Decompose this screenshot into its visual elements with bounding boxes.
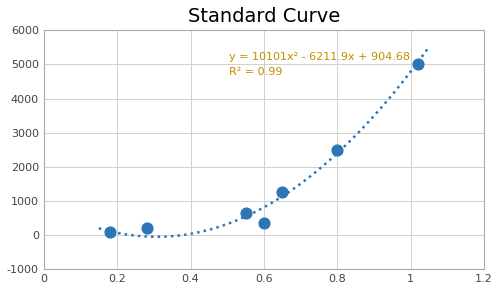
Text: y = 10101x² - 6211.9x + 904.68
R² = 0.99: y = 10101x² - 6211.9x + 904.68 R² = 0.99 xyxy=(229,52,410,77)
Point xyxy=(334,148,342,152)
Point xyxy=(242,211,250,215)
Point xyxy=(142,226,150,230)
Point xyxy=(278,190,286,195)
Point xyxy=(106,229,114,234)
Point xyxy=(414,62,422,67)
Point xyxy=(260,221,268,226)
Title: Standard Curve: Standard Curve xyxy=(188,7,340,26)
